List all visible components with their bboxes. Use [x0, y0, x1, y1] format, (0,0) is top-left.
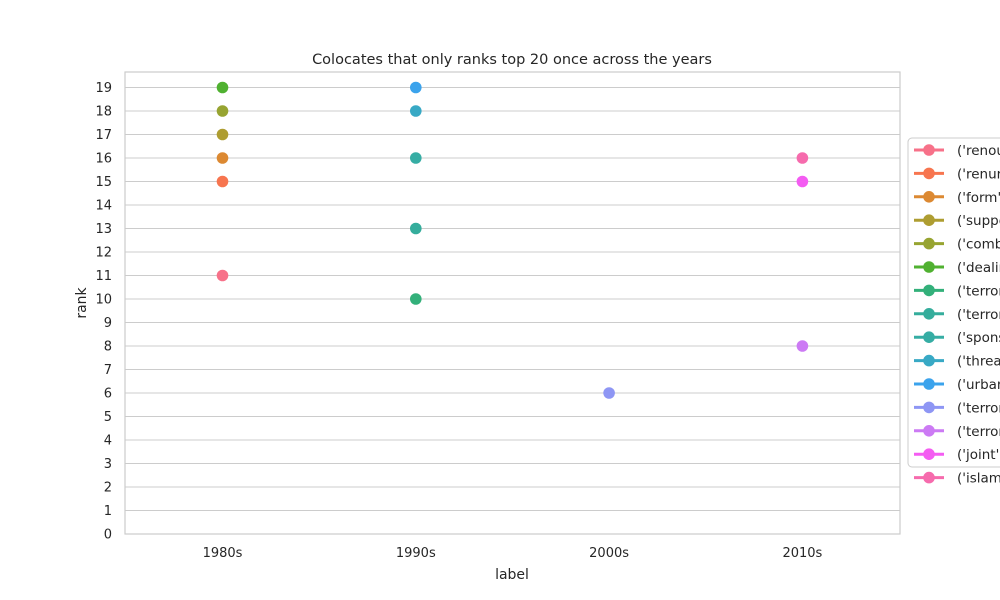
legend-item: ('joint',	[914, 447, 1000, 463]
data-point	[410, 222, 422, 235]
y-tick-label: 7	[104, 363, 112, 378]
y-tick-label: 9	[104, 316, 112, 331]
legend-item: ('threa	[914, 354, 1000, 370]
y-tick-label: 1	[104, 504, 112, 519]
legend-marker	[923, 354, 935, 367]
y-tick-label: 0	[104, 528, 112, 543]
legend: ('renou ('renur ('form', ('suppo ('comb ('dea…	[907, 137, 1000, 487]
legend-label: ('comb	[957, 237, 1000, 253]
data-point	[796, 152, 809, 164]
y-tick-label: 11	[95, 269, 112, 284]
legend-marker	[923, 167, 935, 180]
legend-item: ('renou	[914, 143, 1000, 159]
legend-item: ('form',	[914, 190, 1000, 206]
data-point	[216, 152, 229, 164]
data-point	[410, 81, 422, 94]
legend-marker	[923, 284, 935, 297]
legend-marker	[923, 378, 935, 390]
y-tick-label: 12	[95, 246, 112, 261]
legend-marker	[923, 308, 935, 320]
legend-label: ('threa	[957, 354, 1000, 370]
data-point	[216, 175, 229, 188]
legend-marker	[923, 214, 935, 226]
data-point	[603, 387, 615, 399]
y-tick-label: 10	[95, 293, 112, 308]
x-axis-ticks: 1980s 1990s 2000s 2010s	[203, 546, 823, 561]
legend-marker	[923, 448, 935, 461]
y-tick-label: 3	[104, 457, 112, 472]
legend-marker	[923, 425, 935, 437]
legend-item: ('comb	[914, 237, 1000, 253]
x-axis-label: label	[495, 567, 529, 583]
legend-label: ('dealin	[957, 260, 1000, 276]
x-tick-label: 2000s	[589, 546, 629, 561]
legend-label: ('renou	[957, 143, 1000, 159]
y-axis-label: rank	[74, 286, 90, 318]
data-point	[410, 293, 422, 305]
legend-label: ('urbar	[957, 377, 1000, 393]
y-tick-label: 18	[95, 105, 112, 120]
legend-item: ('islam	[914, 471, 1000, 487]
plot-area-frame	[124, 71, 901, 535]
data-point	[796, 340, 809, 352]
legend-marker	[923, 331, 935, 344]
y-tick-label: 16	[95, 152, 112, 167]
legend-item: ('renur	[914, 166, 1000, 182]
data-point	[216, 105, 229, 117]
legend-label: ('terror	[957, 400, 1000, 416]
y-tick-label: 14	[95, 199, 112, 214]
legend-label: ('terror	[957, 424, 1000, 440]
data-points	[216, 81, 809, 399]
legend-item: ('suppo	[914, 213, 1000, 229]
gridlines	[125, 86, 900, 535]
y-tick-label: 17	[95, 128, 112, 143]
legend-marker	[923, 471, 935, 484]
legend-marker	[923, 191, 935, 203]
legend-item: ('urbar	[914, 377, 1000, 393]
legend-label: ('form',	[957, 190, 1000, 206]
legend-label: ('terror	[957, 307, 1000, 323]
legend-item: ('terror	[914, 400, 1000, 416]
legend-box	[907, 137, 1000, 468]
data-point	[216, 128, 229, 141]
y-tick-label: 6	[104, 387, 112, 402]
y-tick-label: 4	[104, 434, 112, 449]
y-tick-label: 13	[95, 222, 112, 237]
legend-marker	[923, 401, 935, 414]
legend-item: ('terror	[914, 283, 1000, 299]
legend-item: ('spons	[914, 330, 1000, 346]
legend-marker	[923, 261, 935, 273]
legend-label: ('islam	[957, 471, 1000, 487]
data-point	[796, 175, 809, 188]
legend-label: ('renur	[957, 166, 1000, 182]
y-tick-label: 15	[95, 175, 112, 190]
legend-label: ('terror	[957, 283, 1000, 299]
legend-item: ('terror	[914, 307, 1000, 323]
data-point	[216, 269, 229, 282]
x-tick-label: 1990s	[396, 546, 436, 561]
legend-label: ('joint',	[957, 447, 1000, 463]
x-tick-label: 2010s	[782, 546, 822, 561]
x-tick-label: 1980s	[203, 546, 243, 561]
y-tick-label: 5	[104, 410, 112, 425]
y-tick-label: 2	[104, 481, 112, 496]
data-point	[410, 152, 422, 164]
legend-marker	[923, 144, 935, 156]
y-tick-label: 19	[95, 81, 112, 96]
legend-item: ('dealin	[914, 260, 1000, 276]
legend-label: ('spons	[957, 330, 1000, 346]
data-point	[410, 105, 422, 117]
data-point	[216, 81, 229, 94]
y-tick-label: 8	[104, 340, 112, 355]
legend-label: ('suppo	[957, 213, 1000, 229]
legend-item: ('terror	[914, 424, 1000, 440]
chart-title: Colocates that only ranks top 20 once ac…	[312, 52, 712, 68]
legend-marker	[923, 237, 935, 250]
